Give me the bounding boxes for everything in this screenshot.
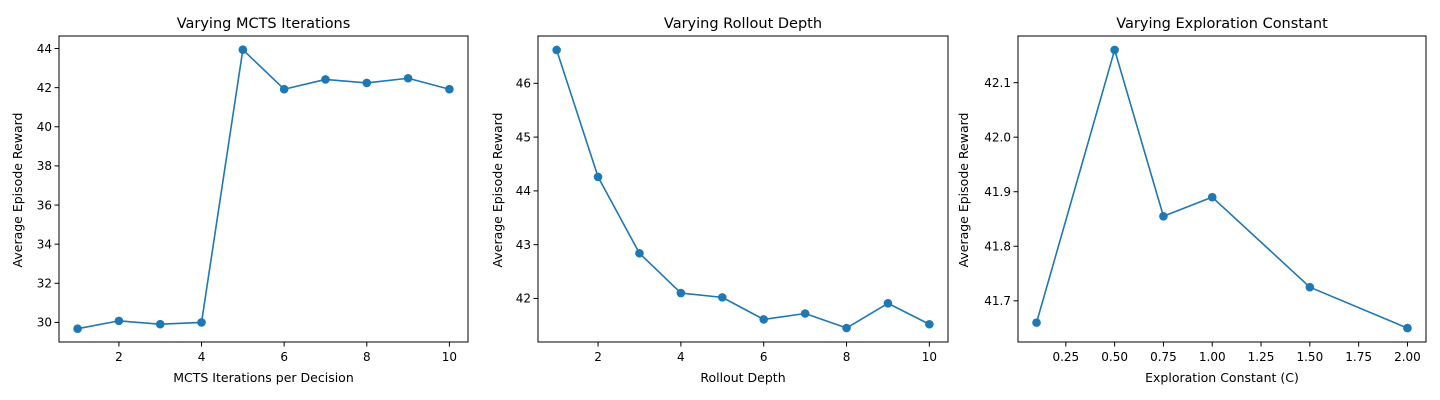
y-axis-label: Average Episode Reward <box>490 113 505 268</box>
data-point <box>1032 318 1041 327</box>
data-point <box>635 248 644 258</box>
x-tick-label: 0.25 <box>1052 350 1079 364</box>
series-line <box>1035 49 1408 329</box>
y-tick-label: 38 <box>37 159 52 173</box>
x-tick-label: 8 <box>363 350 371 364</box>
y-tick-label: 41.9 <box>984 185 1011 199</box>
x-tick-label: 1.75 <box>1345 350 1372 364</box>
chart-panel-exploration-constant: Varying Exploration Constant 0.25 0.50 0.7… <box>956 16 1427 385</box>
data-point <box>925 319 934 329</box>
x-tick-label: 6 <box>760 350 768 364</box>
x-tick-label: 2 <box>115 350 123 364</box>
data-point <box>800 309 810 318</box>
y-tick-label: 44 <box>516 184 531 198</box>
axes-frame <box>58 35 469 343</box>
data-point <box>321 75 330 84</box>
plot-area: 2 4 6 8 10 30 32 34 36 38 40 42 44 <box>37 35 469 364</box>
x-tick-label: 1.00 <box>1199 350 1226 364</box>
data-point <box>73 324 82 333</box>
axes-frame <box>1017 35 1427 343</box>
data-point <box>445 84 454 94</box>
data-point <box>552 45 561 55</box>
chart-title: Varying Rollout Depth <box>664 16 822 32</box>
data-point <box>114 316 124 326</box>
x-tick-label: 1.25 <box>1248 350 1275 364</box>
data-point <box>759 315 769 324</box>
x-tick-label: 10 <box>442 350 457 364</box>
x-tick-label: 2.00 <box>1394 350 1421 364</box>
y-tick-label: 42.0 <box>984 130 1011 144</box>
y-tick-label: 42 <box>516 292 531 306</box>
data-point <box>717 293 727 302</box>
y-tick-label: 43 <box>516 238 531 252</box>
data-point <box>362 78 372 88</box>
y-tick-label: 45 <box>516 130 531 144</box>
axes-frame <box>537 35 949 343</box>
chart-panel-mcts-iterations: Varying MCTS Iterations 2 4 6 8 10 30 32 34 36 38… <box>10 16 469 385</box>
x-tick-label: 1.50 <box>1296 350 1323 364</box>
x-tick-label: 8 <box>843 350 851 364</box>
x-axis-label: Exploration Constant (C) <box>1145 370 1299 385</box>
y-tick-label: 41.7 <box>984 294 1011 308</box>
chart-title: Varying Exploration Constant <box>1116 16 1328 32</box>
y-tick-label: 42.1 <box>984 76 1011 90</box>
data-point <box>279 84 289 94</box>
plot-area: 0.25 0.50 0.75 1.00 1.25 1.50 1.75 2.00 41.7 41.8… <box>984 35 1427 364</box>
series-line <box>555 49 930 329</box>
data-point <box>1403 323 1412 333</box>
y-tick-label: 30 <box>37 316 52 330</box>
data-point <box>155 319 165 329</box>
data-point <box>1207 192 1217 202</box>
y-tick-label: 36 <box>37 198 52 212</box>
data-point <box>197 318 206 327</box>
data-point <box>1110 45 1119 55</box>
y-tick-label: 32 <box>37 277 52 291</box>
data-point <box>1305 282 1315 292</box>
y-tick-label: 41.8 <box>984 240 1011 254</box>
y-axis-label: Average Episode Reward <box>10 113 25 268</box>
x-tick-label: 4 <box>677 350 685 364</box>
data-point <box>842 323 851 333</box>
data-point <box>883 298 893 308</box>
x-tick-label: 10 <box>922 350 937 364</box>
series-line <box>77 48 450 330</box>
x-axis-label: MCTS Iterations per Decision <box>173 370 354 385</box>
x-tick-label: 2 <box>594 350 602 364</box>
y-tick-label: 42 <box>37 81 52 95</box>
y-tick-label: 46 <box>516 77 531 91</box>
x-tick-label: 0.75 <box>1150 350 1177 364</box>
x-tick-label: 4 <box>198 350 206 364</box>
data-point <box>676 288 686 298</box>
chart-title: Varying MCTS Iterations <box>177 16 351 32</box>
data-point <box>403 73 413 83</box>
y-tick-label: 34 <box>37 237 52 251</box>
data-point <box>238 45 248 54</box>
y-tick-label: 40 <box>37 120 52 134</box>
y-axis-label: Average Episode Reward <box>956 113 971 268</box>
x-axis-label: Rollout Depth <box>700 370 785 385</box>
y-tick-label: 44 <box>37 42 52 56</box>
data-point <box>593 172 603 182</box>
data-point <box>1159 211 1168 221</box>
x-tick-label: 0.50 <box>1101 350 1128 364</box>
x-tick-label: 6 <box>280 350 288 364</box>
